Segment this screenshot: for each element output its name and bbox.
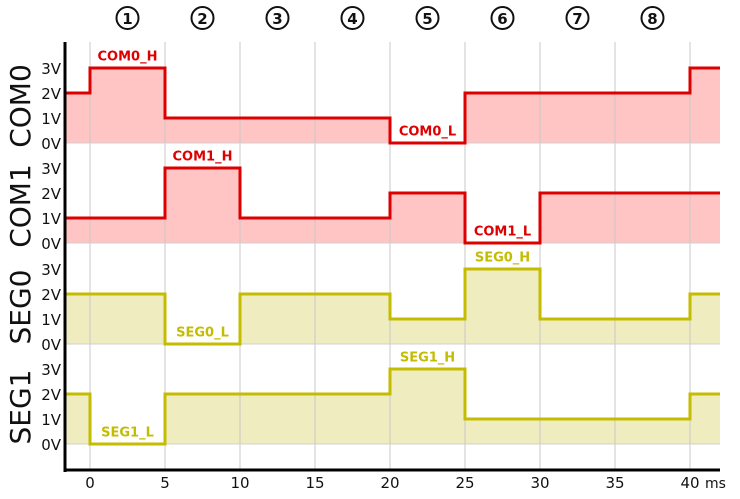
phase-circle [115,6,140,30]
segment-label: SEG1_H [400,351,455,366]
waveform-fill-com0 [65,68,720,143]
phase-circle [340,6,365,30]
waveform-com0 [65,66,720,145]
phase-circle [190,6,215,30]
phase-number: 4 [347,10,357,28]
y-tick-label: 3V [41,160,62,178]
y-tick-label: 3V [41,60,62,78]
phase-number: 8 [647,10,657,28]
row-label-com1: COM1 [4,164,37,248]
waveform-com1 [65,166,720,245]
y-tick-label: 0V [41,436,62,454]
y-tick-label: 2V [41,286,62,304]
y-tick-label: 1V [41,210,62,228]
y-tick-label: 0V [41,235,62,253]
y-tick-label: 1V [41,411,62,429]
y-tick-label: 3V [41,361,62,379]
phase-number: 3 [272,10,282,28]
phase-number: 6 [497,10,507,28]
x-tick-label: 20 [380,474,399,492]
phase-number: 5 [422,10,432,28]
y-tick-label: 3V [41,261,62,279]
segment-label: COM0_L [399,125,456,140]
x-tick-label: 30 [530,474,549,492]
segment-label: SEG1_L [101,426,154,441]
y-tick-label: 2V [41,185,62,203]
phase-circle [640,6,665,30]
row-label-com0: COM0 [4,64,37,148]
y-tick-label: 0V [41,135,62,153]
row-label-seg1: SEG1 [4,370,37,445]
phase-number: 7 [572,10,582,28]
phase-number: 1 [122,10,132,28]
x-tick-label: 0 [85,474,95,492]
waveform-seg0 [65,267,720,346]
phase-number: 2 [197,10,207,28]
phase-circle [490,6,515,30]
phase-circle [415,6,440,30]
x-tick-label: 25 [455,474,474,492]
x-tick-label: 40 [680,474,699,492]
segment-label: COM1_H [173,150,233,165]
segment-label: SEG0_L [176,326,229,341]
segment-label: SEG0_H [475,251,530,266]
x-tick-label: 15 [305,474,324,492]
phase-circle [265,6,290,30]
row-label-seg0: SEG0 [4,270,37,345]
x-axis-unit-label: ms [705,476,726,492]
phase-circle [565,6,590,30]
waveform-fill-seg1 [65,369,720,444]
x-tick-label: 10 [230,474,249,492]
segment-label: COM0_H [98,50,158,65]
waveform-seg1 [65,367,720,446]
x-tick-label: 5 [160,474,170,492]
y-tick-label: 1V [41,311,62,329]
segment-label: COM1_L [474,225,531,240]
x-tick-label: 35 [605,474,624,492]
y-tick-label: 2V [41,386,62,404]
y-tick-label: 1V [41,110,62,128]
y-tick-label: 2V [41,85,62,103]
y-tick-label: 0V [41,336,62,354]
waveform-fill-com1 [65,168,720,243]
waveform-fill-seg0 [65,269,720,344]
